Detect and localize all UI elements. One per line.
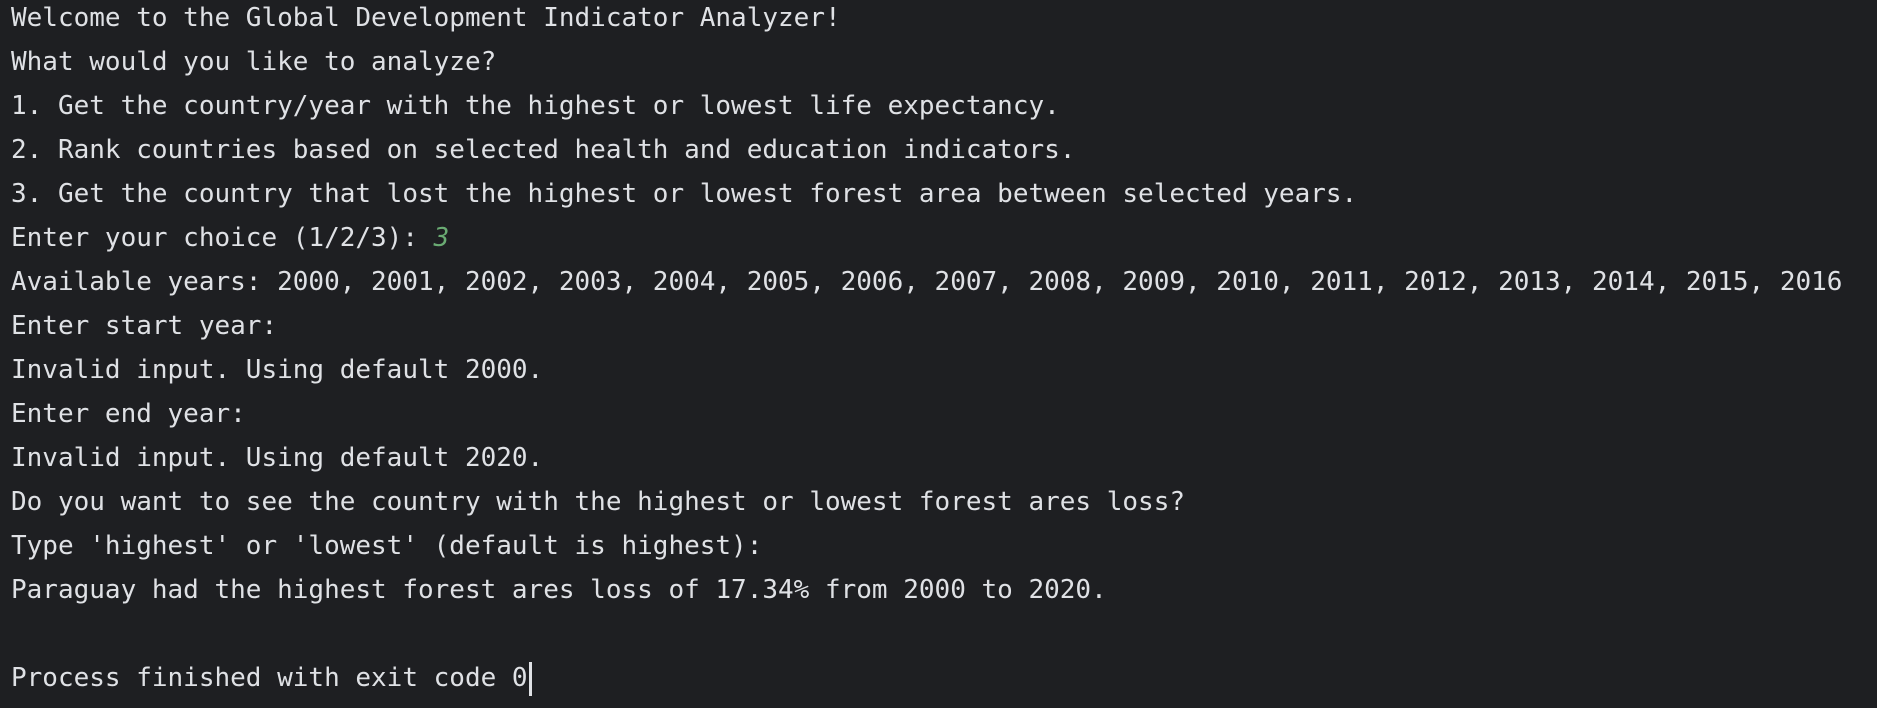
console-line: 2. Rank countries based on selected heal… xyxy=(11,135,1076,165)
console-line: Invalid input. Using default 2000. xyxy=(11,355,544,385)
console-exit-line: Process finished with exit code 0 xyxy=(11,660,532,696)
choice-prompt: Enter your choice (1/2/3): xyxy=(11,223,434,253)
console-line: Available years: 2000, 2001, 2002, 2003,… xyxy=(11,267,1843,297)
console-line: Enter end year: xyxy=(11,399,246,429)
console-line: 3. Get the country that lost the highest… xyxy=(11,179,1358,209)
text-caret xyxy=(528,661,532,696)
console-line: Do you want to see the country with the … xyxy=(11,487,1185,517)
console-line: Type 'highest' or 'lowest' (default is h… xyxy=(11,531,763,561)
user-choice-input: 3 xyxy=(433,223,450,253)
console-line: Welcome to the Global Development Indica… xyxy=(11,3,841,33)
console-line: 1. Get the country/year with the highest… xyxy=(11,91,1060,121)
console-line: Paraguay had the highest forest ares los… xyxy=(11,575,1107,605)
console-line: What would you like to analyze? xyxy=(11,47,497,77)
console-line: Invalid input. Using default 2020. xyxy=(11,443,544,473)
exit-status-text: Process finished with exit code 0 xyxy=(11,663,528,693)
console-prompt-line: Enter your choice (1/2/3): 3 xyxy=(11,220,449,256)
console-line: Enter start year: xyxy=(11,311,278,341)
